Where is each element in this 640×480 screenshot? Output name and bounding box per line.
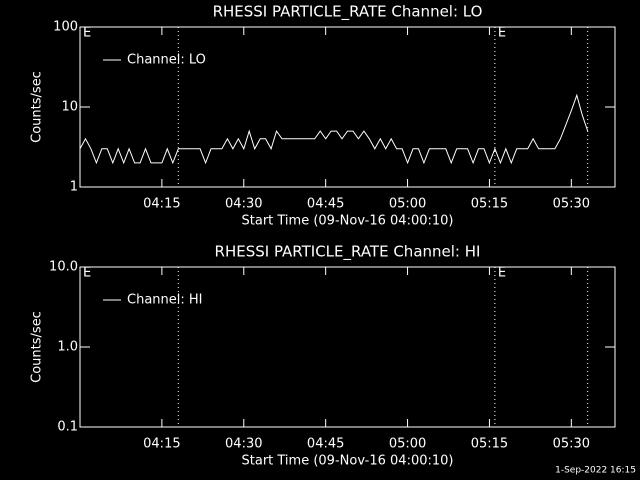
y-tick-label: 1	[70, 180, 78, 195]
x-tick-label: 04:30	[225, 197, 262, 212]
y-tick-label: 10.0	[49, 260, 78, 275]
annotation: E	[83, 26, 91, 41]
x-tick-label: 04:15	[143, 197, 180, 212]
data-line	[79, 93, 589, 165]
y-tick-label: 0.1	[57, 420, 78, 435]
chart-title: RHESSI PARTICLE_RATE Channel: HI	[215, 243, 481, 262]
x-tick-label: 04:15	[143, 437, 180, 452]
x-tick-label: 05:30	[553, 437, 590, 452]
x-tick-label: 05:15	[471, 437, 508, 452]
y-tick-label: 10	[61, 100, 78, 115]
x-tick-label: 04:45	[307, 437, 344, 452]
annotation: E	[498, 266, 506, 281]
timestamp: 1-Sep-2022 16:15	[555, 466, 636, 476]
plot-frame	[79, 266, 616, 428]
y-axis-label: Counts/sec	[30, 311, 45, 383]
x-tick-label: 05:15	[471, 197, 508, 212]
legend-label: Channel: HI	[127, 293, 203, 308]
x-tick-label: 04:30	[225, 437, 262, 452]
x-tick-label: 04:45	[307, 197, 344, 212]
y-axis-label: Counts/sec	[30, 71, 45, 143]
x-tick-label: 05:00	[389, 197, 426, 212]
annotation: E	[83, 266, 91, 281]
y-tick-label: 1.0	[57, 340, 78, 355]
x-axis-label: Start Time (09-Nov-16 04:00:10)	[242, 454, 454, 469]
y-tick-label: 100	[53, 20, 78, 35]
x-tick-label: 05:00	[389, 437, 426, 452]
chart-title: RHESSI PARTICLE_RATE Channel: LO	[213, 3, 483, 22]
x-tick-label: 05:30	[553, 197, 590, 212]
legend-label: Channel: LO	[127, 53, 206, 68]
annotation: E	[498, 26, 506, 41]
x-axis-label: Start Time (09-Nov-16 04:00:10)	[242, 214, 454, 229]
